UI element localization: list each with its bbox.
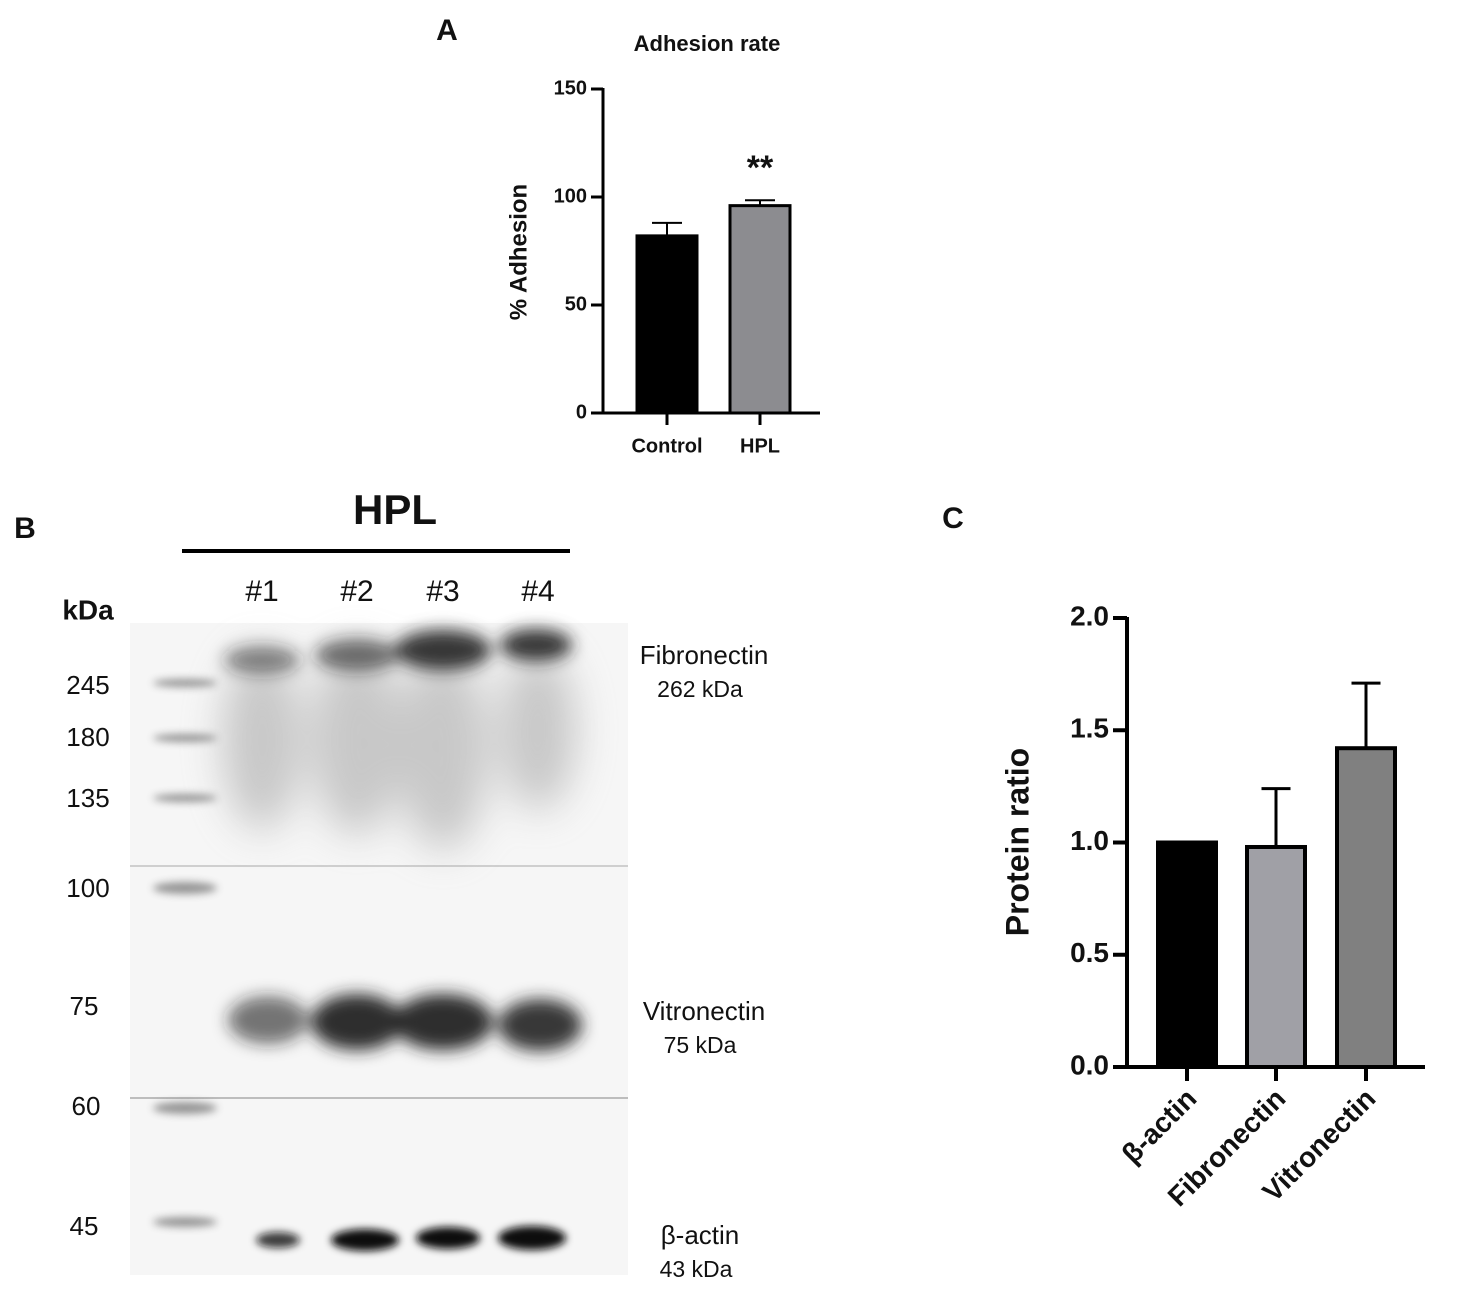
protein-size: 262 kDa bbox=[657, 676, 743, 702]
lane-label: #3 bbox=[426, 575, 459, 608]
y-tick-label: 150 bbox=[554, 77, 587, 99]
group-label: HPL bbox=[353, 486, 437, 533]
y-tick-label: 50 bbox=[565, 293, 587, 315]
y-tick-label: 1.5 bbox=[1070, 713, 1109, 744]
y-tick-label: 1.0 bbox=[1070, 825, 1109, 856]
marker-label: 180 bbox=[66, 722, 109, 752]
marker-label: 135 bbox=[66, 783, 109, 813]
y-tick-label: 2.0 bbox=[1070, 600, 1109, 631]
marker-label: 45 bbox=[70, 1211, 99, 1241]
y-axis-label: % Adhesion bbox=[505, 184, 532, 320]
protein-size: 75 kDa bbox=[664, 1032, 737, 1058]
marker-label: 245 bbox=[66, 670, 109, 700]
blot-image bbox=[130, 623, 628, 1275]
lane-label: #4 bbox=[521, 575, 554, 608]
y-tick-label: 100 bbox=[554, 185, 587, 207]
lane-label: #2 bbox=[340, 575, 373, 608]
error-bar bbox=[745, 199, 775, 206]
bar bbox=[1335, 746, 1397, 1070]
error-bar bbox=[1351, 681, 1381, 749]
x-tick-label: Control bbox=[631, 435, 702, 457]
x-tick-label: β-actin bbox=[1116, 1083, 1203, 1170]
y-axis-label: Protein ratio bbox=[999, 748, 1035, 936]
x-tick-label: HPL bbox=[740, 435, 780, 457]
protein-name: β-actin bbox=[661, 1220, 740, 1250]
lane-label: #1 bbox=[245, 575, 278, 608]
bar bbox=[1156, 840, 1218, 1069]
error-bar bbox=[652, 221, 682, 236]
bar bbox=[635, 234, 699, 415]
marker-label: 75 bbox=[70, 991, 99, 1021]
y-tick-label: 0 bbox=[576, 401, 587, 423]
bar bbox=[1245, 844, 1307, 1069]
chart-title: Adhesion rate bbox=[634, 31, 781, 56]
protein-name: Fibronectin bbox=[640, 640, 769, 670]
marker-label: 60 bbox=[72, 1091, 101, 1121]
panel-label: B bbox=[14, 512, 36, 545]
marker-label: 100 bbox=[66, 873, 109, 903]
error-bar bbox=[1261, 787, 1291, 847]
bar bbox=[728, 204, 792, 415]
protein-size: 43 kDa bbox=[660, 1256, 733, 1282]
protein-name: Vitronectin bbox=[643, 996, 765, 1026]
panel-label: C bbox=[942, 502, 964, 535]
panel-label: A bbox=[436, 14, 458, 47]
unit-label: kDa bbox=[62, 594, 114, 625]
significance: ** bbox=[747, 149, 774, 187]
y-tick-label: 0.5 bbox=[1070, 937, 1109, 968]
y-tick-label: 0.0 bbox=[1070, 1049, 1109, 1080]
